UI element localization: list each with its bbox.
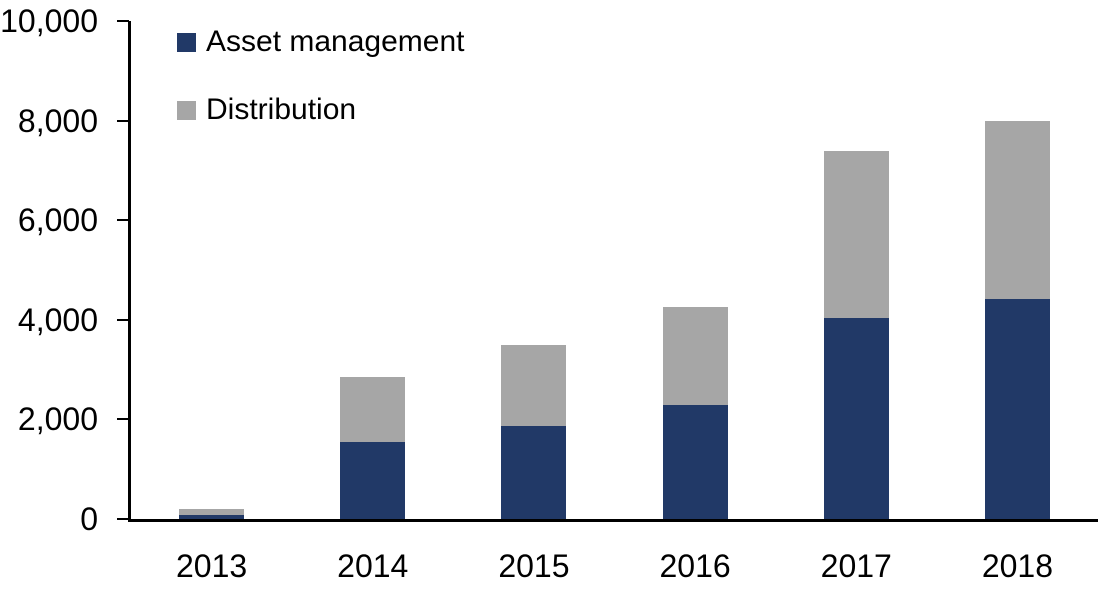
x-tick-label: 2014	[337, 548, 409, 584]
x-axis	[128, 519, 1098, 522]
x-tick-label: 2018	[981, 548, 1053, 584]
bar-segment-asset-management-2016	[662, 404, 728, 519]
bar-segment-distribution-2016	[662, 307, 728, 405]
legend-swatch-distribution-icon	[177, 100, 196, 120]
x-tick-label: 2017	[820, 548, 892, 584]
x-tick-label: 2016	[659, 548, 731, 584]
legend: Asset management Distribution	[177, 24, 464, 128]
legend-item-distribution: Distribution	[177, 92, 464, 128]
bar-segment-distribution-2014	[340, 376, 406, 442]
y-tick-label: 8,000	[17, 102, 98, 139]
bar-segment-distribution-2015	[501, 344, 567, 426]
y-tick-mark	[117, 318, 129, 321]
bar-segment-asset-management-2017	[823, 317, 889, 519]
y-tick-label: 2,000	[17, 401, 98, 438]
y-axis	[128, 21, 131, 522]
legend-swatch-asset-management-icon	[177, 32, 196, 52]
y-tick-mark	[117, 20, 129, 22]
y-tick-mark	[117, 219, 129, 222]
legend-item-asset-management: Asset management	[177, 24, 464, 60]
legend-label-distribution: Distribution	[206, 93, 357, 126]
y-tick-label: 6,000	[17, 202, 98, 239]
y-tick-mark	[117, 518, 129, 520]
y-tick-mark	[117, 119, 129, 122]
bar-segment-distribution-2017	[823, 151, 889, 318]
bar-segment-asset-management-2015	[501, 425, 567, 519]
legend-label-asset-management: Asset management	[206, 25, 465, 58]
x-tick-label: 2015	[498, 548, 570, 584]
bar-segment-asset-management-2018	[984, 299, 1050, 519]
bar-segment-asset-management-2014	[340, 441, 406, 519]
y-tick-label: 10,000	[0, 3, 98, 39]
bar-segment-asset-management-2013	[179, 515, 245, 519]
y-tick-label: 4,000	[17, 301, 98, 338]
bar-segment-distribution-2018	[984, 120, 1050, 300]
bar-segment-distribution-2013	[179, 509, 245, 515]
y-tick-mark	[117, 418, 129, 421]
x-tick-label: 2013	[175, 548, 248, 584]
y-tick-label: 0	[80, 501, 98, 537]
